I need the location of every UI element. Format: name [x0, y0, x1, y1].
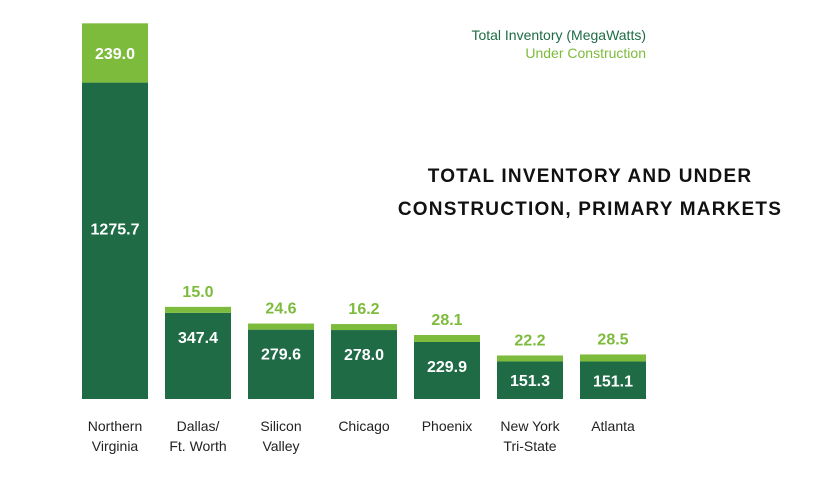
bar-total-inventory-new-york-tri-state: [497, 361, 563, 399]
bar-under-construction-atlanta: [580, 354, 646, 362]
label-total-inventory-dallas-ft-worth: 347.4: [178, 330, 218, 347]
category-label-new-york-tri-state-line-1: New York: [500, 418, 560, 434]
legend-total-inventory: Total Inventory (MegaWatts): [471, 27, 646, 43]
label-under-construction-new-york-tri-state: 22.2: [514, 332, 545, 349]
chart-title-line-1: TOTAL INVENTORY AND UNDER: [427, 166, 753, 187]
bar-total-inventory-northern-virginia: [82, 82, 148, 399]
label-under-construction-phoenix: 28.1: [431, 312, 462, 329]
bar-total-inventory-phoenix: [414, 341, 480, 399]
label-total-inventory-new-york-tri-state: 151.3: [510, 373, 550, 390]
category-label-northern-virginia-line-1: Northern: [88, 418, 142, 434]
label-total-inventory-atlanta: 151.1: [593, 373, 633, 390]
label-total-inventory-phoenix: 229.9: [427, 359, 467, 376]
bar-under-construction-new-york-tri-state: [497, 355, 563, 362]
chart-legend: Total Inventory (MegaWatts) Under Constr…: [471, 26, 646, 62]
category-label-dallas-ft-worth-line-2: Ft. Worth: [169, 438, 226, 454]
category-label-dallas-ft-worth-line-1: Dallas/: [177, 418, 220, 434]
label-under-construction-dallas-ft-worth: 15.0: [182, 284, 213, 301]
category-label-chicago-line-1: Chicago: [338, 418, 390, 434]
bar-under-construction-chicago: [331, 324, 397, 331]
label-under-construction-silicon-valley: 24.6: [265, 301, 296, 318]
bar-total-inventory-dallas-ft-worth: [165, 312, 231, 399]
label-under-construction-atlanta: 28.5: [597, 331, 628, 348]
category-label-atlanta-line-1: Atlanta: [591, 418, 635, 434]
bar-under-construction-dallas-ft-worth: [165, 306, 231, 313]
bar-under-construction-northern-virginia: [82, 23, 148, 83]
category-label-northern-virginia-line-2: Virginia: [92, 438, 139, 454]
category-label-silicon-valley-line-1: Silicon: [260, 418, 301, 434]
label-total-inventory-northern-virginia: 1275.7: [91, 221, 140, 238]
label-under-construction-chicago: 16.2: [348, 301, 379, 318]
label-total-inventory-chicago: 278.0: [344, 347, 384, 364]
label-total-inventory-silicon-valley: 279.6: [261, 347, 301, 364]
chart-title-line-2: CONSTRUCTION, PRIMARY MARKETS: [397, 199, 783, 220]
bar-under-construction-phoenix: [414, 335, 480, 342]
label-under-construction-northern-virginia: 239.0: [95, 46, 135, 63]
bar-total-inventory-silicon-valley: [248, 329, 314, 399]
category-label-phoenix-line-1: Phoenix: [422, 418, 473, 434]
chart-title: TOTAL INVENTORY AND UNDER CONSTRUCTION, …: [380, 160, 800, 226]
bar-under-construction-silicon-valley: [248, 323, 314, 330]
category-label-new-york-tri-state-line-2: Tri-State: [503, 438, 556, 454]
bar-total-inventory-atlanta: [580, 361, 646, 399]
bar-total-inventory-chicago: [331, 330, 397, 399]
category-label-silicon-valley-line-2: Valley: [262, 438, 299, 454]
legend-under-construction: Under Construction: [525, 45, 646, 61]
